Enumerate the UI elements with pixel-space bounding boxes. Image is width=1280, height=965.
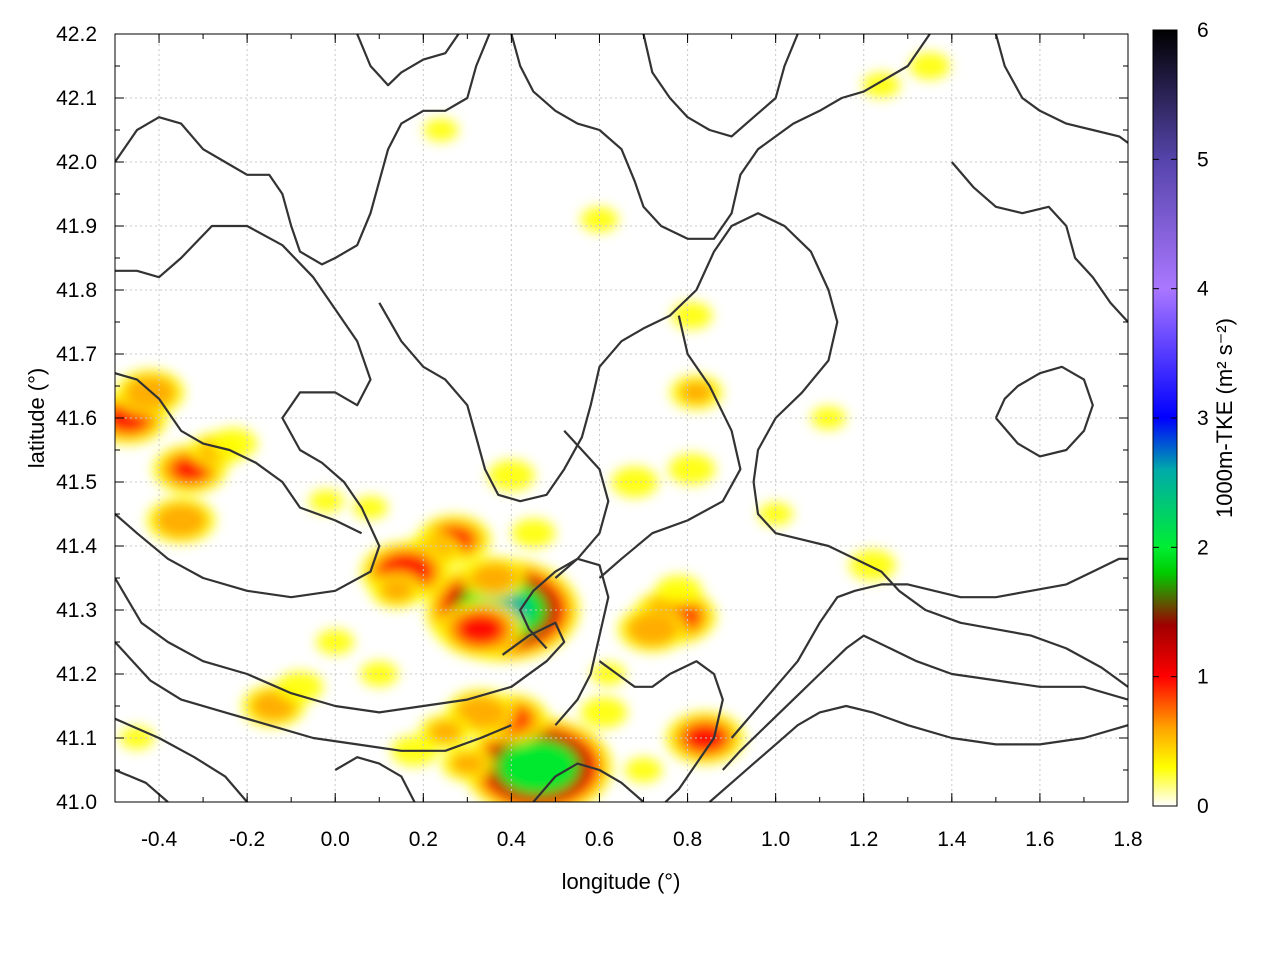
tke-hotspot [417,514,492,565]
tke-hotspot [441,746,494,782]
terrain-contour-line [532,762,645,802]
y-tick-label: 41.2 [56,663,97,686]
x-tick-label: 1.0 [761,828,790,851]
y-tick-label: 42.1 [56,87,97,110]
tke-hotspot [909,52,951,80]
tke-hotspot [419,714,472,750]
x-tick-label: -0.2 [229,828,265,851]
y-tick-label: 41.4 [56,535,97,558]
terrain-contour-line [950,161,1128,323]
x-axis-title: longitude (°) [562,869,681,894]
x-tick-label: 0.2 [409,828,438,851]
tke-hotspot [580,696,628,729]
terrain-contour-line [115,34,491,266]
tke-hotspot [438,601,523,658]
tke-hotspot [849,549,896,581]
y-tick-label: 41.6 [56,407,97,430]
terrain-contour-line [721,634,1128,771]
x-tick-label: 0.0 [321,828,350,851]
tke-hotspot [146,497,216,544]
terrain-contour-line [334,756,416,802]
terrain-contour-line [598,660,724,802]
x-tick-label: 1.8 [1113,828,1142,851]
colorbar-tick-label: 3 [1197,407,1209,430]
tke-hotspot [511,518,556,548]
colorbar-tick-label: 5 [1197,148,1209,171]
tke-hotspot [119,726,155,750]
y-axis: 41.0 41.1 41.2 41.3 41.4 41.5 41.6 41.7 41.8 41.9… [56,23,1128,814]
terrain-contour-line [730,557,1128,739]
terrain-contour-line [708,704,1128,802]
colorbar-tick-label: 2 [1197,536,1209,559]
tke-hotspot [670,374,723,410]
tke-hotspot [423,118,459,142]
terrain-contours [115,34,1128,802]
tke-hotspot [862,72,901,98]
x-tick-label: 0.4 [497,828,527,851]
tke-hotspot [316,629,355,655]
tke-hotspot [276,671,324,703]
x-tick-label: 0.8 [673,828,702,851]
y-tick-label: 41.0 [56,791,97,814]
terrain-contour-line [115,641,512,752]
y-tick-label: 41.5 [56,471,97,494]
tke-hotspot [210,428,258,460]
y-tick-label: 41.3 [56,599,97,622]
terrain-contour-line [115,768,169,802]
tke-hotspot [671,301,713,330]
tke-hotspot [624,757,663,783]
x-tick-label: 1.4 [937,828,967,851]
terrain-contour-line [598,315,742,579]
x-tick-label: 1.2 [849,828,878,851]
terrain-contour-line [378,212,1128,688]
terrain-contour-line [642,34,799,138]
x-tick-label: -0.4 [141,828,178,851]
tke-hotspot [668,453,716,485]
terrain-contour-line [510,34,931,240]
terrain-contour-line [994,365,1094,458]
colorbar-title: 1000m-TKE (m² s⁻²) [1212,318,1237,518]
y-tick-label: 41.8 [56,279,97,302]
x-axis: -0.4 -0.2 0.0 0.2 0.4 0.6 0.8 1.0 1.2 1.4 1.6 1.8 [114,34,1143,851]
colorbar-tick-label: 1 [1197,666,1209,689]
y-tick-label: 41.9 [56,215,97,238]
terrain-contour-line [115,577,566,714]
y-axis-title: latitude (°) [24,368,49,469]
y-tick-label: 42.0 [56,151,97,174]
terrain-contour-line [115,224,381,599]
colorbar-tick-label: 4 [1197,278,1209,301]
terrain-contour-line [115,372,363,535]
y-tick-label: 42.2 [56,23,97,46]
colorbar-ticks: 0 1 2 3 4 5 6 [1153,19,1209,818]
x-tick-label: 1.6 [1025,828,1054,851]
tke-hotspot [309,489,344,513]
tke-hotspot [360,661,399,687]
colorbar-tick-label: 6 [1197,19,1209,42]
y-tick-label: 41.1 [56,727,97,750]
colorbar: 0 1 2 3 4 5 6 1000m-TKE (m² s⁻²) [1152,19,1237,818]
tke-hotspot [353,496,388,520]
tke-hotspot [655,575,703,607]
colorbar-tick-label: 0 [1197,795,1209,818]
terrain-contour-line [115,717,248,802]
x-tick-label: 0.6 [585,828,614,851]
tke-hotspot [611,466,659,498]
tke-hotspot [811,406,846,430]
terrain-contour-line [994,34,1128,144]
tke-hotspot [370,573,424,609]
tke-hotspot [618,606,687,653]
terrain-contour-line [356,34,460,87]
terrain-contour-line [519,557,610,726]
y-tick-label: 41.7 [56,343,97,366]
tke-hotspot [462,556,526,600]
